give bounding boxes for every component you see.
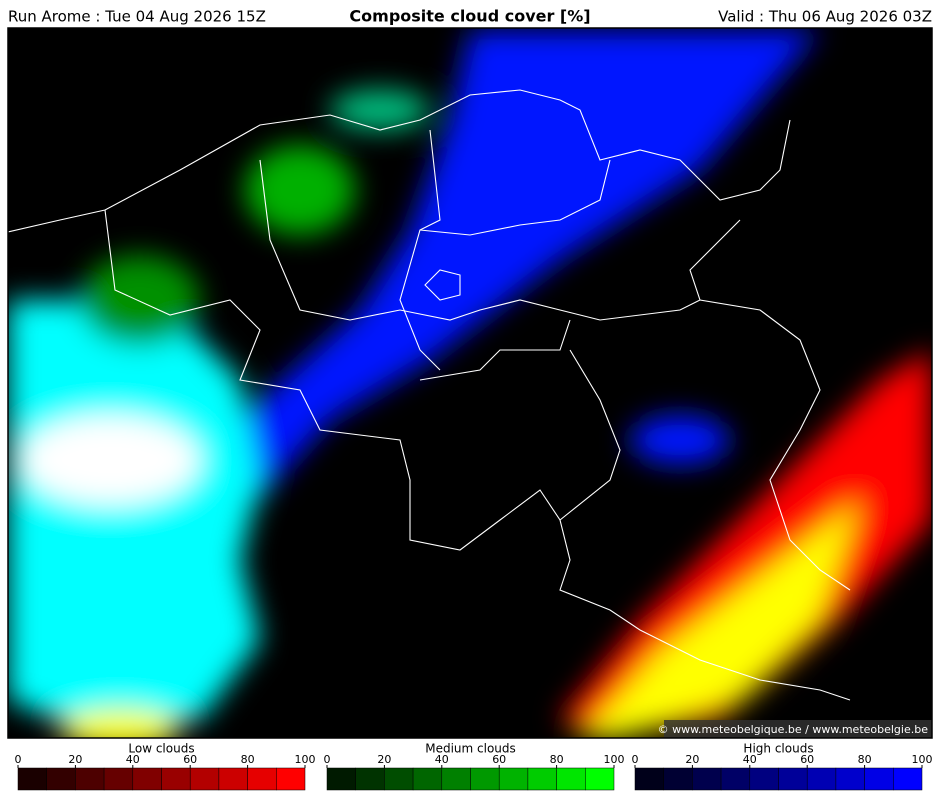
tick-label: 60 [492, 753, 506, 766]
color-swatch [864, 767, 894, 791]
color-swatch [218, 767, 248, 791]
tick-label: 40 [435, 753, 449, 766]
color-swatch [720, 767, 751, 791]
tick-label: 100 [295, 753, 316, 766]
color-swatch [189, 767, 220, 791]
credit: © www.meteobelgique.be / www.meteobelgie… [658, 723, 929, 736]
color-swatch [634, 767, 664, 791]
map-title: Composite cloud cover [%] [349, 7, 590, 26]
color-swatch [778, 767, 808, 791]
legend-title: Low clouds [128, 742, 194, 756]
color-swatch [276, 767, 306, 791]
color-swatch [247, 767, 277, 791]
color-swatch [412, 767, 443, 791]
tick-label: 100 [912, 753, 933, 766]
color-swatch [470, 767, 500, 791]
tick-label: 0 [324, 753, 331, 766]
color-swatch [17, 767, 47, 791]
color-swatch [326, 767, 356, 791]
valid-label: Valid : Thu 06 Aug 2026 03Z [718, 8, 932, 26]
color-swatch [749, 767, 779, 791]
tick-label: 80 [550, 753, 564, 766]
tick-label: 0 [632, 753, 639, 766]
color-swatch [556, 767, 586, 791]
tick-label: 80 [858, 753, 872, 766]
run-label: Run Arome : Tue 04 Aug 2026 15Z [8, 8, 266, 26]
color-swatch [441, 767, 471, 791]
color-swatch [527, 767, 557, 791]
tick-label: 60 [800, 753, 814, 766]
color-swatch [355, 767, 385, 791]
tick-label: 40 [126, 753, 140, 766]
legend-title: High clouds [743, 742, 813, 756]
color-swatch [103, 767, 134, 791]
color-swatch [384, 767, 414, 791]
tick-label: 40 [743, 753, 757, 766]
tick-label: 20 [68, 753, 82, 766]
tick-label: 60 [183, 753, 197, 766]
color-swatch [806, 767, 837, 791]
color-swatch [46, 767, 76, 791]
color-swatch [663, 767, 693, 791]
tick-label: 20 [377, 753, 391, 766]
color-swatch [498, 767, 529, 791]
color-swatch [75, 767, 105, 791]
color-swatch [893, 767, 923, 791]
tick-label: 80 [241, 753, 255, 766]
tick-label: 100 [604, 753, 625, 766]
color-swatch [692, 767, 722, 791]
tick-label: 0 [15, 753, 22, 766]
color-swatch [585, 767, 615, 791]
color-swatch [161, 767, 191, 791]
color-swatch [132, 767, 162, 791]
map: © www.meteobelgique.be / www.meteobelgie… [8, 28, 932, 738]
tick-label: 20 [685, 753, 699, 766]
legend-title: Medium clouds [425, 742, 516, 756]
legends: Low clouds 0 20 40 60 80 100 Medium clouds 0 20 40… [15, 742, 933, 791]
color-swatch [835, 767, 865, 791]
